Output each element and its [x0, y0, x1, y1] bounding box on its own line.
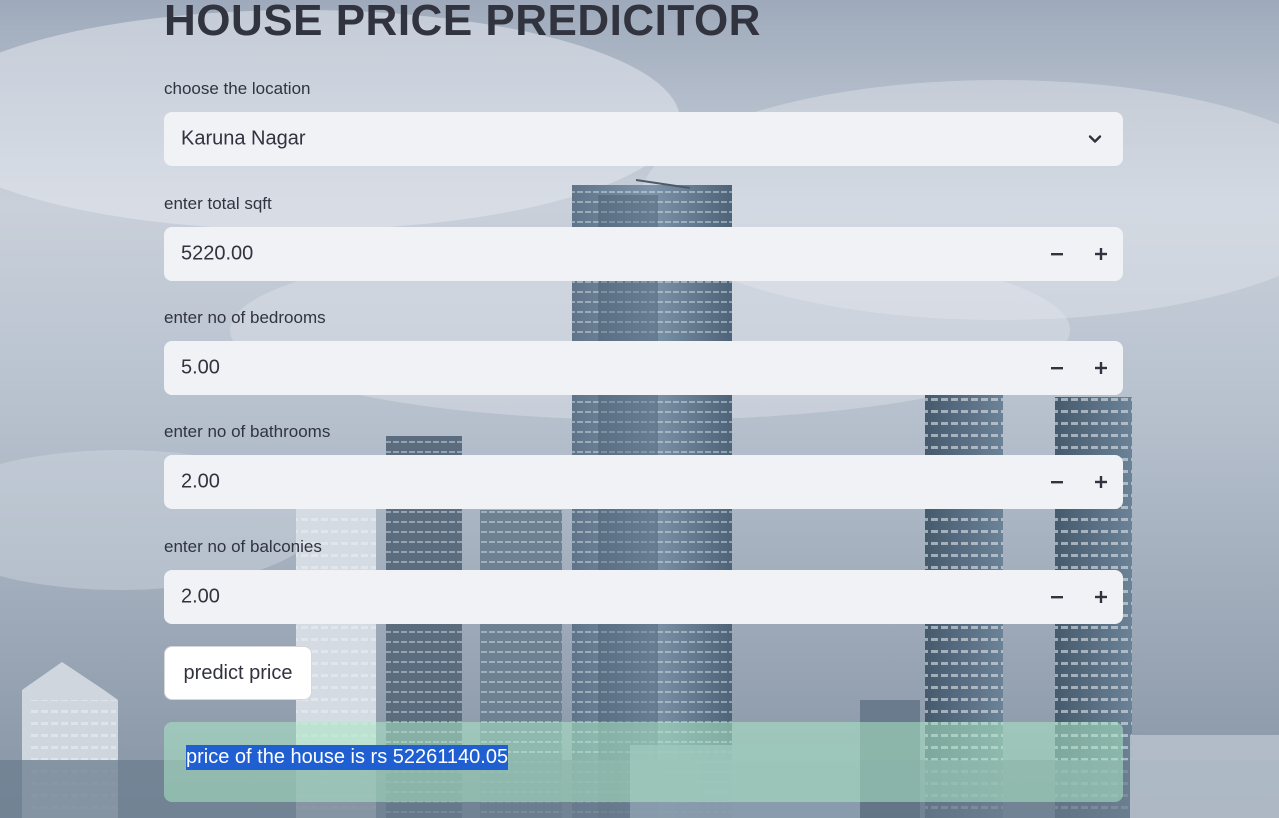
balconies-decrement-button[interactable] — [1035, 570, 1079, 624]
sqft-input[interactable]: 5220.00 — [181, 242, 254, 265]
chevron-down-icon — [1088, 135, 1102, 143]
bedrooms-number-input: 5.00 — [164, 341, 1123, 395]
result-success-box: price of the house is rs 52261140.05 — [164, 722, 1123, 802]
sqft-increment-button[interactable] — [1079, 227, 1123, 281]
plus-icon — [1095, 362, 1107, 374]
balconies-input[interactable]: 2.00 — [181, 585, 220, 608]
minus-icon — [1051, 596, 1063, 599]
bathrooms-number-input: 2.00 — [164, 455, 1123, 509]
minus-icon — [1051, 367, 1063, 370]
sqft-number-input: 5220.00 — [164, 227, 1123, 281]
balconies-increment-button[interactable] — [1079, 570, 1123, 624]
bedrooms-input[interactable]: 5.00 — [181, 356, 220, 379]
predict-price-button[interactable]: predict price — [164, 646, 312, 700]
minus-icon — [1051, 253, 1063, 256]
bedrooms-label: enter no of bedrooms — [164, 308, 326, 327]
location-selected-value: Karuna Nagar — [181, 127, 306, 150]
balconies-number-input: 2.00 — [164, 570, 1123, 624]
plus-icon — [1095, 591, 1107, 603]
plus-icon — [1095, 476, 1107, 488]
sqft-decrement-button[interactable] — [1035, 227, 1079, 281]
minus-icon — [1051, 481, 1063, 484]
bathrooms-input[interactable]: 2.00 — [181, 470, 220, 493]
bedrooms-increment-button[interactable] — [1079, 341, 1123, 395]
balconies-label: enter no of balconies — [164, 537, 322, 556]
bedrooms-decrement-button[interactable] — [1035, 341, 1079, 395]
bathrooms-label: enter no of bathrooms — [164, 422, 331, 441]
bathrooms-decrement-button[interactable] — [1035, 455, 1079, 509]
predicted-price-text: price of the house is rs 52261140.05 — [186, 745, 509, 770]
location-label: choose the location — [164, 79, 311, 98]
location-select[interactable]: Karuna Nagar — [164, 112, 1123, 166]
page-title: HOUSE PRICE PREDICITOR — [164, 0, 761, 45]
bathrooms-increment-button[interactable] — [1079, 455, 1123, 509]
plus-icon — [1095, 248, 1107, 260]
sqft-label: enter total sqft — [164, 194, 272, 213]
